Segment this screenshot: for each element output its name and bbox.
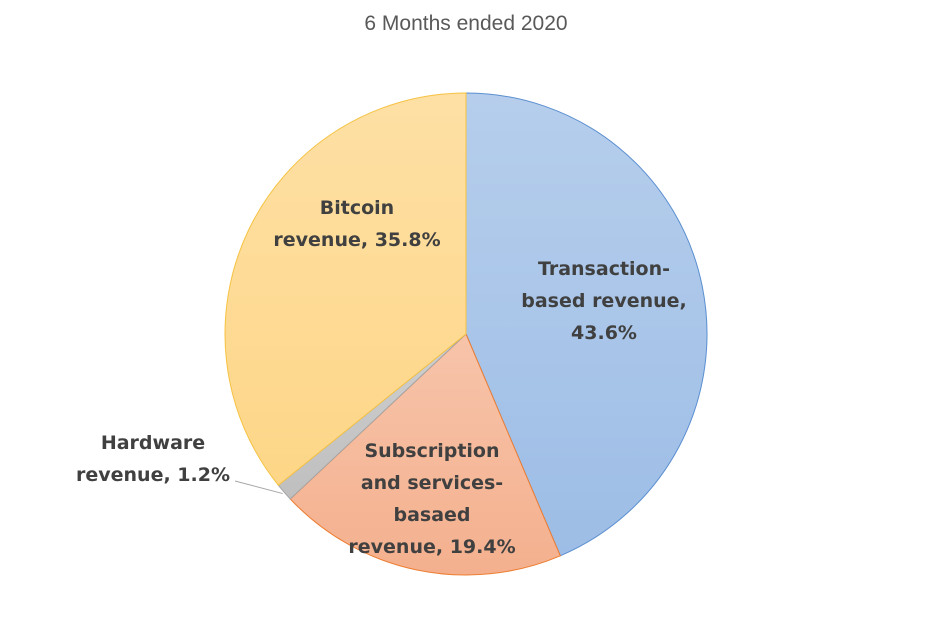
- chart-title: 6 Months ended 2020: [364, 12, 568, 35]
- slice-label-hardware: Hardware revenue, 1.2%: [76, 432, 230, 486]
- slice-label-transaction: Transaction-based revenue, 43.6%: [521, 258, 687, 344]
- pie-slice-subscription: [289, 333, 561, 576]
- slice-label-subscription: Subscription and services-basaed revenue, …: [348, 440, 515, 558]
- slice-label-bitcoin: Bitcoin revenue, 35.8%: [273, 197, 440, 251]
- leader-line-hardware: [234, 480, 283, 495]
- pie-slice-transaction: [465, 92, 708, 557]
- pie-slice-bitcoin: [224, 92, 467, 486]
